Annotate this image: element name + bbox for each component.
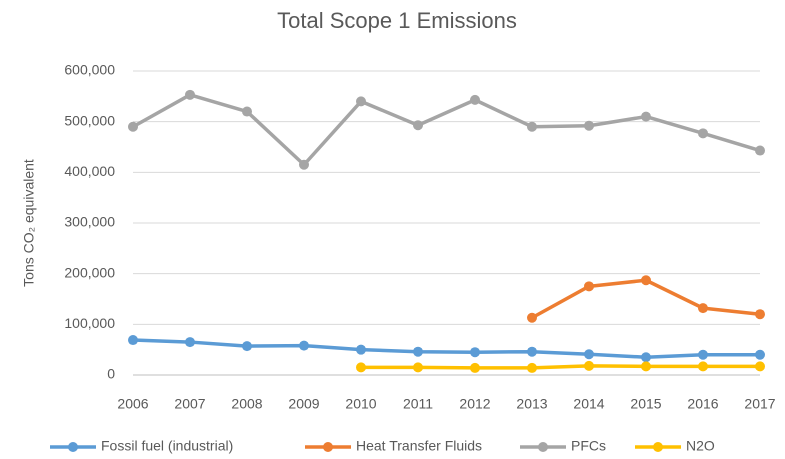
data-point <box>698 128 708 139</box>
data-point <box>242 106 252 117</box>
data-point <box>299 340 309 351</box>
data-point <box>641 361 651 372</box>
data-point <box>413 346 423 357</box>
x-tick-label: 2010 <box>345 396 376 412</box>
data-point <box>413 120 423 131</box>
series-line <box>131 338 762 360</box>
data-point <box>470 94 480 105</box>
y-tick-label: 100,000 <box>64 315 115 331</box>
data-point <box>356 362 366 373</box>
x-tick-label: 2006 <box>117 396 148 412</box>
y-axis-label: Tons CO₂ equivalent <box>21 159 37 287</box>
legend-marker <box>323 442 333 452</box>
data-point <box>641 111 651 122</box>
data-point <box>755 145 765 156</box>
data-point <box>128 335 138 346</box>
x-tick-label: 2015 <box>630 396 661 412</box>
data-point <box>527 312 537 323</box>
legend-marker <box>653 442 663 452</box>
data-point <box>584 360 594 371</box>
data-point <box>584 281 594 292</box>
x-tick-label: 2016 <box>687 396 718 412</box>
data-point <box>527 346 537 357</box>
data-point <box>185 89 195 100</box>
x-tick-label: 2014 <box>573 396 604 412</box>
legend-label: N2O <box>686 438 715 454</box>
data-point <box>755 361 765 372</box>
x-tick-label: 2011 <box>403 396 433 412</box>
chart-title: Total Scope 1 Emissions <box>277 8 517 33</box>
data-point <box>755 349 765 360</box>
data-point <box>584 120 594 131</box>
data-point <box>242 341 252 352</box>
data-point <box>299 159 309 170</box>
legend-label: Heat Transfer Fluids <box>356 438 482 454</box>
x-tick-label: 2013 <box>516 396 547 412</box>
x-tick-label: 2012 <box>459 396 490 412</box>
y-tick-label: 200,000 <box>64 264 115 280</box>
series-line <box>359 364 762 370</box>
y-tick-label: 300,000 <box>64 214 115 230</box>
data-point <box>356 96 366 107</box>
data-point <box>527 121 537 132</box>
y-tick-label: 600,000 <box>64 62 115 78</box>
data-point <box>470 362 480 373</box>
data-point <box>470 347 480 358</box>
data-point <box>698 349 708 360</box>
series-line <box>530 278 762 320</box>
legend-label: Fossil fuel (industrial) <box>101 438 233 454</box>
legend-marker <box>538 442 548 452</box>
data-point <box>698 361 708 372</box>
x-tick-label: 2008 <box>231 396 262 412</box>
data-point <box>128 121 138 132</box>
data-point <box>185 337 195 348</box>
y-tick-label: 0 <box>107 366 115 382</box>
data-point <box>698 303 708 314</box>
y-tick-label: 500,000 <box>64 112 115 128</box>
y-tick-label: 400,000 <box>64 163 115 179</box>
x-tick-label: 2009 <box>288 396 319 412</box>
data-point <box>413 362 423 373</box>
data-point <box>356 344 366 355</box>
data-point <box>641 275 651 286</box>
series-line <box>131 93 762 167</box>
data-point <box>527 362 537 373</box>
data-point <box>755 309 765 320</box>
x-tick-label: 2007 <box>174 396 205 412</box>
data-point <box>641 352 651 363</box>
x-tick-label: 2017 <box>744 396 775 412</box>
legend-label: PFCs <box>571 438 606 454</box>
legend-marker <box>68 442 78 452</box>
data-point <box>584 349 594 360</box>
